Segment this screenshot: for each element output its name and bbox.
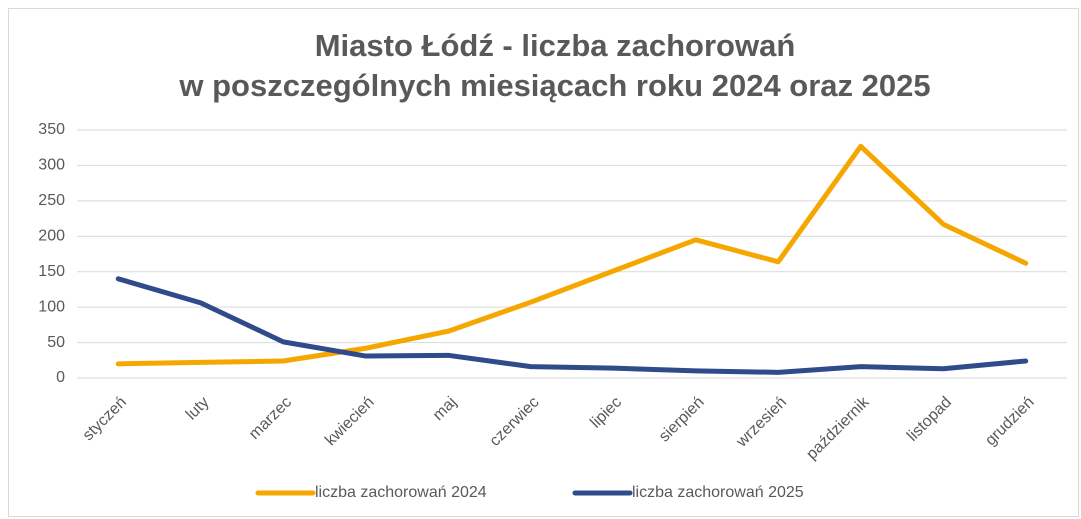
data-line bbox=[115, 143, 1029, 367]
y-tick-label: 200 bbox=[38, 228, 65, 245]
legend-label: liczba zachorowań 2024 bbox=[315, 484, 487, 501]
y-tick-label: 300 bbox=[38, 157, 65, 174]
y-tick-label: 0 bbox=[56, 369, 65, 386]
data-line bbox=[115, 276, 1029, 375]
chart-title: w poszczególnych miesiącach roku 2024 or… bbox=[178, 68, 930, 103]
chart-frame bbox=[8, 8, 1079, 517]
y-tick-label: 50 bbox=[47, 334, 65, 351]
chart-title: Miasto Łódź - liczba zachorowań bbox=[315, 28, 796, 63]
y-tick-label: 150 bbox=[38, 263, 65, 280]
y-tick-label: 250 bbox=[38, 192, 65, 209]
y-tick-label: 350 bbox=[38, 121, 65, 138]
legend-label: liczba zachorowań 2025 bbox=[632, 484, 804, 501]
y-tick-label: 100 bbox=[38, 298, 65, 315]
